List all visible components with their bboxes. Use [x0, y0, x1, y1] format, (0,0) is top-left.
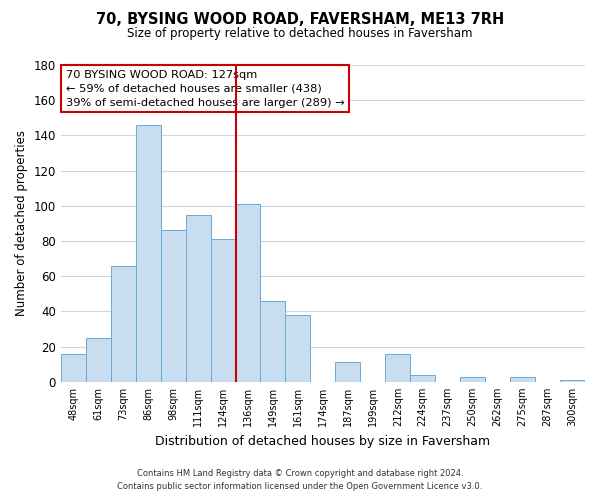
Text: 70 BYSING WOOD ROAD: 127sqm
← 59% of detached houses are smaller (438)
39% of se: 70 BYSING WOOD ROAD: 127sqm ← 59% of det… [66, 70, 344, 108]
Bar [161, 230, 185, 382]
Text: Contains HM Land Registry data © Crown copyright and database right 2024.
Contai: Contains HM Land Registry data © Crown c… [118, 470, 482, 491]
Y-axis label: Number of detached properties: Number of detached properties [15, 130, 28, 316]
Bar [185, 214, 211, 382]
Text: 70, BYSING WOOD ROAD, FAVERSHAM, ME13 7RH: 70, BYSING WOOD ROAD, FAVERSHAM, ME13 7R… [96, 12, 504, 28]
Bar [410, 375, 435, 382]
Bar [460, 376, 485, 382]
Bar [136, 125, 161, 382]
Bar [385, 354, 410, 382]
Bar [260, 301, 286, 382]
Bar [111, 266, 136, 382]
Bar [86, 338, 111, 382]
Bar [560, 380, 585, 382]
Bar [510, 376, 535, 382]
Text: Size of property relative to detached houses in Faversham: Size of property relative to detached ho… [127, 28, 473, 40]
Bar [335, 362, 361, 382]
Bar [286, 315, 310, 382]
Bar [236, 204, 260, 382]
Bar [211, 239, 236, 382]
Bar [61, 354, 86, 382]
X-axis label: Distribution of detached houses by size in Faversham: Distribution of detached houses by size … [155, 434, 490, 448]
